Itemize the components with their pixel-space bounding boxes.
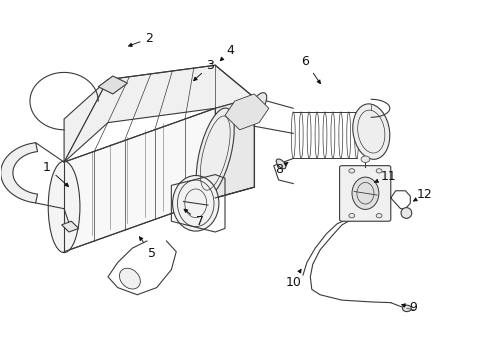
- Text: 9: 9: [401, 301, 416, 314]
- Ellipse shape: [48, 161, 80, 253]
- Text: 6: 6: [301, 55, 320, 84]
- Text: 5: 5: [139, 237, 156, 260]
- Polygon shape: [64, 65, 254, 162]
- Text: 10: 10: [285, 269, 301, 289]
- Ellipse shape: [400, 208, 411, 219]
- Ellipse shape: [351, 177, 378, 210]
- Text: 4: 4: [220, 44, 233, 61]
- Ellipse shape: [276, 159, 285, 169]
- Ellipse shape: [375, 169, 381, 173]
- Polygon shape: [215, 98, 254, 198]
- Text: 11: 11: [374, 170, 395, 183]
- Ellipse shape: [375, 213, 381, 218]
- FancyBboxPatch shape: [339, 166, 390, 221]
- Polygon shape: [61, 221, 79, 232]
- Text: 2: 2: [128, 32, 153, 46]
- Ellipse shape: [360, 156, 369, 162]
- Ellipse shape: [172, 176, 219, 231]
- Ellipse shape: [352, 104, 389, 159]
- Ellipse shape: [251, 93, 266, 113]
- Ellipse shape: [348, 169, 354, 173]
- Polygon shape: [0, 143, 38, 203]
- Text: 8: 8: [274, 162, 287, 176]
- Text: 12: 12: [413, 188, 432, 201]
- Ellipse shape: [119, 268, 140, 289]
- Polygon shape: [224, 94, 268, 130]
- Text: 7: 7: [183, 209, 203, 228]
- Ellipse shape: [348, 213, 354, 218]
- Polygon shape: [98, 76, 127, 94]
- Ellipse shape: [196, 108, 234, 198]
- Text: 1: 1: [43, 161, 68, 186]
- Polygon shape: [64, 108, 215, 252]
- Ellipse shape: [402, 305, 410, 312]
- Text: 3: 3: [193, 59, 214, 81]
